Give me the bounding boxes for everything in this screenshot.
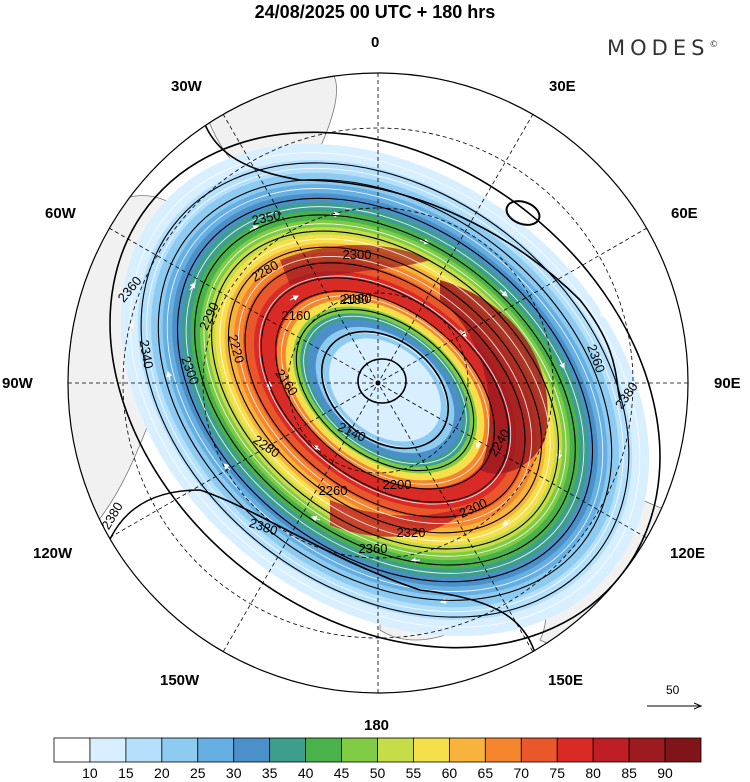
outer-contour-2380 — [99, 109, 621, 691]
lon-label-60w: 60W — [45, 205, 76, 222]
contour-label: 2220 — [225, 333, 247, 365]
colorbar-swatch — [592, 737, 630, 763]
contour-label: 2200 — [383, 477, 412, 492]
streamlines — [129, 152, 641, 628]
map-title: 24/08/2025 00 UTC + 180 hrs — [254, 2, 496, 22]
lon-label-90e: 90E — [714, 375, 741, 392]
colorbar-swatch — [89, 737, 127, 763]
colorbar-tick-label: 20 — [154, 765, 170, 781]
contour-label: 2160 — [282, 308, 311, 323]
colorbar-tick-label: 75 — [549, 765, 566, 781]
colorbar-swatch — [556, 737, 594, 763]
colorbar-tick-label: 85 — [621, 765, 637, 781]
colorbar-tick-label: 30 — [225, 765, 242, 781]
colorbar-tick-label: 10 — [82, 765, 98, 781]
colorbar-tick-label: 65 — [477, 765, 494, 781]
colorbar-tick-label: 25 — [189, 765, 206, 781]
height-contours — [109, 131, 661, 649]
contour-label: 2180 — [340, 292, 369, 307]
colorbar-tick-label: 55 — [405, 765, 422, 781]
colorbar-swatch — [377, 737, 414, 763]
contour-label: 2350 — [250, 207, 281, 228]
jet-core-east — [440, 280, 548, 474]
brand-mark: © — [709, 40, 719, 50]
colorbar-swatch — [664, 737, 702, 763]
colorbar-swatch — [53, 737, 91, 763]
colorbar-tick-label: 40 — [297, 765, 314, 781]
lon-label-150w: 150W — [160, 672, 200, 689]
lon-label-180: 180 — [364, 717, 390, 734]
lon-label-90w: 90W — [2, 375, 33, 392]
shade-inner-6 — [329, 338, 441, 442]
colorbar-swatch — [269, 737, 307, 763]
colorbar-swatch — [233, 737, 271, 763]
colorbar-swatch — [305, 737, 342, 763]
colorbar-swatch — [484, 737, 522, 763]
lon-label-30e: 30E — [549, 78, 576, 95]
contour-label: 2260 — [319, 483, 348, 498]
colorbar-swatch — [161, 737, 199, 763]
small-closed-contour — [505, 200, 541, 226]
pole-marker — [375, 380, 381, 386]
contour-label: 2320 — [397, 525, 426, 540]
center-low-contour — [357, 358, 407, 404]
reference-vector-label: 50 — [666, 683, 680, 697]
colorbar-swatch — [197, 737, 235, 763]
colorbar-tick-label: 35 — [261, 765, 278, 781]
lon-label-120e: 120E — [670, 545, 706, 562]
colorbar-tick-label: 80 — [585, 765, 601, 781]
contour-label: 2360 — [359, 541, 388, 556]
colorbar-swatch — [413, 737, 450, 763]
colorbar-swatch — [341, 737, 378, 763]
contour-label: 2340 — [137, 339, 157, 370]
colorbar-tick-label: 45 — [333, 765, 350, 781]
lon-label-30w: 30W — [171, 78, 202, 95]
colorbar-tick-label: 70 — [513, 765, 530, 781]
lon-label-120w: 120W — [33, 545, 73, 562]
map-boundary — [67, 72, 689, 694]
colorbar-tick-label: 90 — [657, 765, 673, 781]
colorbar-tick-label: 50 — [369, 765, 386, 781]
lon-label-60e: 60E — [671, 205, 698, 222]
contour-label: 2180 — [343, 291, 372, 306]
brand-logo: MODES© — [607, 36, 718, 60]
colorbar-tick-label: 15 — [118, 765, 134, 781]
reference-vector-arrow — [647, 682, 705, 722]
colorbar-tick-label: 60 — [441, 765, 458, 781]
colorbar-swatch — [125, 737, 163, 763]
contour-label: 2300 — [343, 247, 372, 262]
lon-label-150e: 150E — [548, 672, 584, 689]
lon-label-0: 0 — [371, 34, 380, 51]
colorbar-swatch — [520, 737, 558, 763]
colorbar-swatch — [628, 737, 666, 763]
colorbar-swatch — [448, 737, 486, 763]
brand-name: MODES — [607, 36, 710, 60]
